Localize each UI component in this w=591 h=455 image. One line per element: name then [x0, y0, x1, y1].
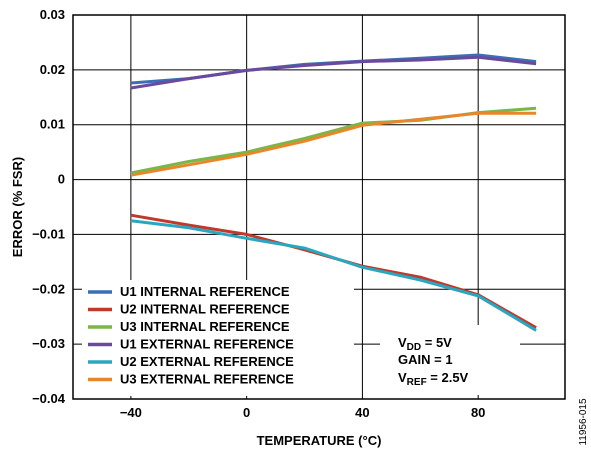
series-line-6 — [130, 111, 537, 177]
y-tick-label: 0.02 — [40, 62, 65, 77]
y-tick-label: 0 — [58, 172, 65, 187]
y-tick-label: −0.02 — [32, 281, 65, 296]
series-line-4 — [130, 55, 537, 90]
y-tick-label: −0.01 — [32, 226, 65, 241]
x-tick-label: 0 — [243, 405, 250, 420]
legend-label: U1 INTERNAL REFERENCE — [120, 284, 290, 299]
x-axis-title: TEMPERATURE (°C) — [257, 433, 382, 448]
plot-area-frame — [72, 14, 566, 400]
gain-annotation: GAIN = 1 — [398, 352, 453, 367]
series-line-5 — [130, 219, 537, 332]
legend: U1 INTERNAL REFERENCE U2 INTERNAL REFEREN… — [82, 280, 354, 396]
x-tick-label: 40 — [355, 405, 369, 420]
legend-label: U3 INTERNAL REFERENCE — [120, 319, 290, 334]
conditions-annotation: VDD = 5V GAIN = 1 VREF = 2.5V — [380, 325, 520, 395]
legend-label: U2 INTERNAL REFERENCE — [120, 302, 290, 317]
legend-label: U2 EXTERNAL REFERENCE — [120, 354, 294, 369]
y-tick-label: 0.03 — [40, 7, 65, 22]
x-axis-ticks: −40 0 40 80 — [120, 405, 486, 420]
series-lines — [130, 53, 537, 332]
vdd-annotation: VDD = 5V — [398, 335, 452, 353]
y-axis-ticks: 0.03 0.02 0.01 0 −0.01 −0.02 −0.03 −0.04 — [32, 7, 66, 406]
x-tick-label: 80 — [471, 405, 485, 420]
x-tick-label: −40 — [120, 405, 142, 420]
y-tick-label: −0.04 — [32, 391, 66, 406]
annotation-background — [380, 325, 520, 395]
y-tick-label: 0.01 — [40, 117, 65, 132]
figure-id: 11956-015 — [578, 398, 589, 446]
legend-background — [82, 280, 354, 396]
legend-label: U3 EXTERNAL REFERENCE — [120, 372, 294, 387]
vref-annotation: VREF = 2.5V — [398, 370, 469, 388]
y-axis-title: ERROR (% FSR) — [10, 157, 25, 257]
y-tick-label: −0.03 — [32, 336, 65, 351]
legend-label: U1 EXTERNAL REFERENCE — [120, 337, 294, 352]
